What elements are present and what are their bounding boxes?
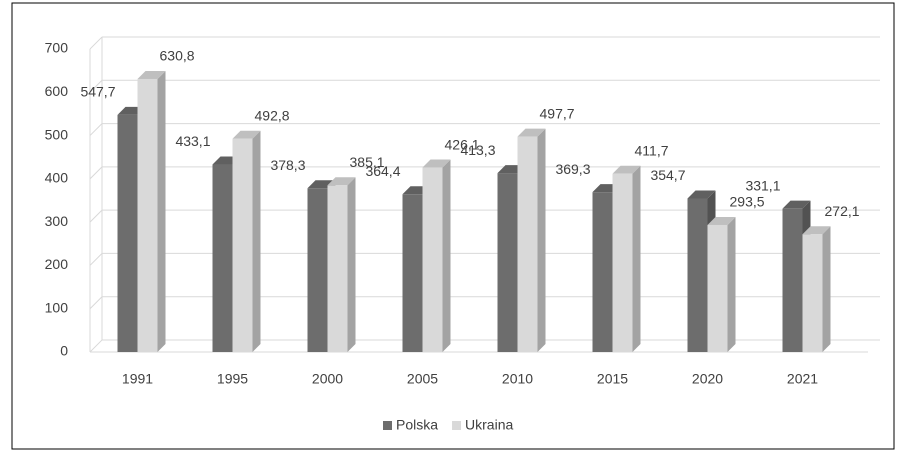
value-label: 293,5	[730, 194, 765, 210]
bar-top	[802, 226, 831, 235]
value-label: 331,1	[745, 177, 780, 193]
x-tick-label: 1995	[217, 371, 248, 387]
bar-top	[517, 128, 546, 137]
grid-wall-line	[89, 209, 103, 223]
y-tick-label: 600	[45, 83, 69, 99]
grid-wall-line	[89, 36, 103, 50]
bar	[612, 173, 633, 352]
grid-wall-line	[89, 339, 103, 353]
bar	[687, 198, 708, 352]
grid-wall-line	[89, 166, 103, 180]
y-tick-label: 0	[60, 343, 68, 359]
bar	[517, 136, 538, 352]
x-tick-label: 2005	[407, 371, 438, 387]
value-label: 385,1	[350, 154, 385, 170]
bar-side	[442, 159, 451, 352]
value-label: 378,3	[270, 157, 305, 173]
grid-wall-line	[89, 123, 103, 136]
x-tick-label: 2021	[787, 371, 818, 387]
bar-top	[612, 165, 641, 174]
x-tick-label: 2000	[312, 371, 343, 387]
bar-side	[727, 216, 736, 352]
bar	[802, 234, 823, 352]
bar-side	[252, 130, 261, 352]
grid-wall-line	[89, 296, 103, 310]
value-label: 492,8	[255, 107, 290, 123]
bar-side	[537, 128, 546, 352]
bar	[422, 167, 443, 352]
value-label: 411,7	[635, 142, 669, 158]
bar	[327, 185, 348, 352]
legend-swatch	[383, 421, 392, 430]
value-label: 426,1	[445, 136, 480, 152]
grid-wall-line	[89, 79, 103, 93]
bar-top	[327, 177, 356, 186]
bar	[117, 114, 138, 353]
y-tick-label: 500	[45, 126, 69, 142]
bar	[592, 192, 613, 352]
y-tick-label: 700	[45, 40, 69, 56]
bar	[707, 224, 728, 352]
bar-side	[347, 177, 356, 352]
bar-top	[782, 200, 811, 209]
legend-label: Polska	[396, 417, 438, 433]
x-tick-label: 2020	[692, 371, 723, 387]
x-tick-label: 1991	[122, 371, 153, 387]
bar-side	[157, 70, 166, 353]
bar-top	[137, 70, 166, 79]
value-label: 369,3	[555, 161, 590, 177]
y-tick-label: 400	[45, 170, 69, 186]
bar-side	[822, 226, 831, 352]
value-label: 413,3	[460, 142, 495, 158]
value-label: 547,7	[80, 84, 115, 100]
bar-top	[232, 130, 261, 139]
y-tick-label: 100	[45, 299, 69, 315]
value-label: 433,1	[175, 133, 210, 149]
bar	[307, 188, 328, 352]
bar	[497, 173, 518, 352]
grid-wall-line	[89, 253, 103, 266]
y-tick-label: 200	[45, 256, 69, 272]
value-label: 354,7	[650, 167, 685, 183]
value-label: 630,8	[160, 48, 195, 64]
bar-top	[687, 190, 716, 199]
x-tick-label: 2015	[597, 371, 628, 387]
bar	[782, 208, 803, 352]
legend-swatch	[452, 421, 462, 430]
x-tick-label: 2010	[502, 371, 533, 387]
value-label: 364,4	[365, 163, 400, 179]
bar	[137, 78, 158, 353]
bar	[402, 194, 423, 352]
bar-top	[707, 216, 736, 225]
value-label: 272,1	[825, 203, 860, 219]
bar-top	[422, 159, 451, 168]
bar	[212, 164, 233, 352]
y-tick-label: 300	[45, 213, 69, 229]
bar-side	[632, 165, 641, 352]
bar	[232, 138, 253, 352]
value-label: 497,7	[540, 105, 575, 121]
legend-label: Ukraina	[465, 417, 513, 433]
